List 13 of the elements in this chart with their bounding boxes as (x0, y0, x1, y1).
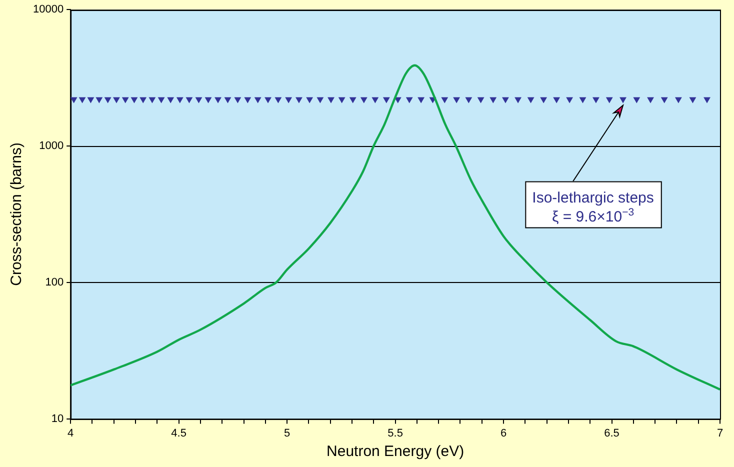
y-tick-label: 10000 (32, 4, 64, 16)
x-tick-label: 6.5 (604, 427, 620, 440)
y-tick-label: 1000 (39, 140, 64, 152)
x-tick-label: 7 (716, 427, 724, 440)
y-tick-label: 100 (45, 276, 64, 288)
y-tick-label: 10 (51, 412, 64, 425)
x-tick-label: 6 (500, 427, 507, 440)
x-tick-label: 4 (68, 427, 74, 440)
x-tick-label: 5.5 (388, 427, 403, 440)
x-tick-label: 5 (284, 427, 290, 440)
x-axis-title: Neutron Energy (eV) (326, 443, 464, 460)
y-axis-title: Cross-section (barns) (8, 142, 26, 286)
x-tick-label: 4.5 (171, 427, 186, 440)
